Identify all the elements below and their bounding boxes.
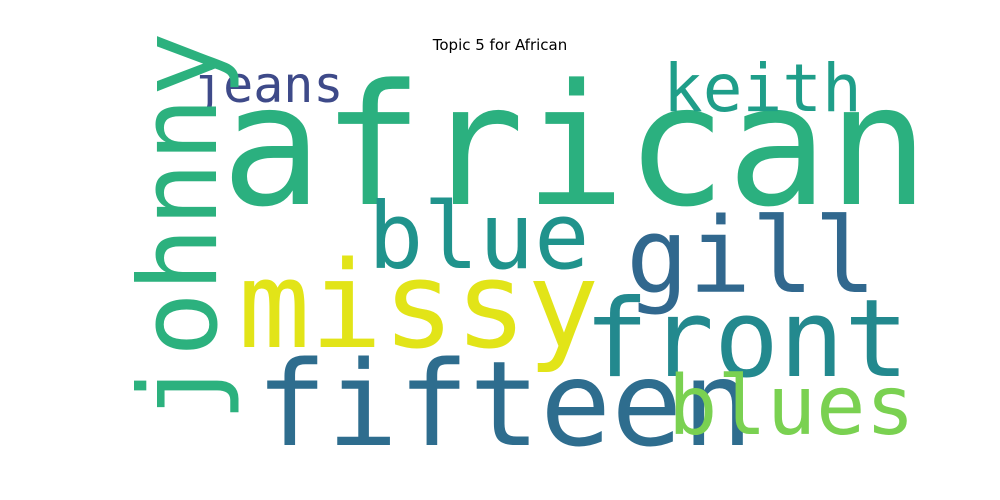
chart-title: Topic 5 for African [432,36,568,54]
word-fifteen: fifteen [256,335,754,473]
word-jeans: jeans [193,56,344,114]
word-cloud: african keith jeans johnny blue gill mis… [117,32,929,463]
word-gill: gill [626,195,877,317]
word-blues: blues [668,359,915,454]
word-blue: blue [368,183,590,290]
word-missy: missy [238,237,600,376]
word-african: african [221,48,930,244]
word-keith: keith [663,50,862,127]
word-johnny: johnny [117,31,242,422]
word-front: front [584,277,910,402]
